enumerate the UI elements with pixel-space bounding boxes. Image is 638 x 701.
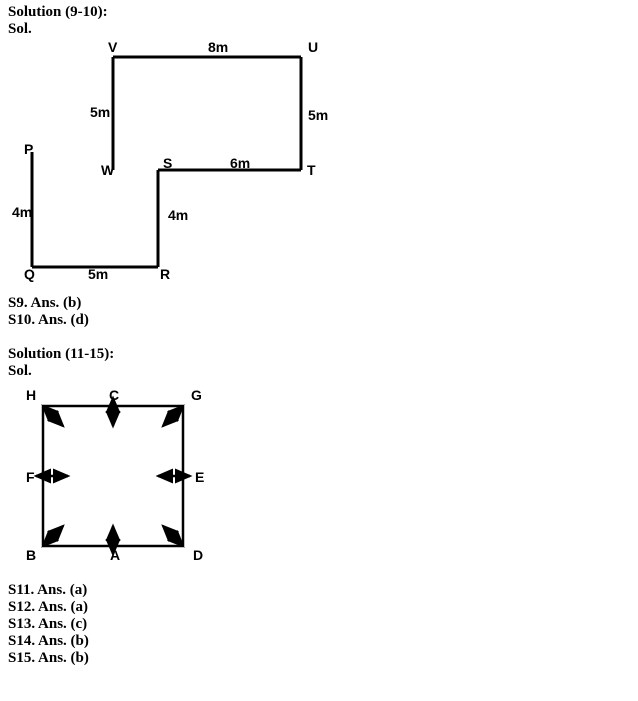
answer-s12: S12. Ans. (a) — [8, 599, 630, 616]
answer-s15: S15. Ans. (b) — [8, 650, 630, 667]
diagram-9-10: 8m 5m 6m 5m 4m 4m 5m V U T S W P Q R — [8, 42, 630, 287]
diagram-11-15: H G B D C A F E — [8, 384, 630, 574]
svg-text:A: A — [110, 547, 120, 563]
svg-text:Q: Q — [24, 266, 35, 282]
svg-text:5m: 5m — [90, 104, 110, 120]
svg-text:5m: 5m — [88, 266, 108, 282]
answer-s9: S9. Ans. (b) — [8, 295, 630, 312]
solution-9-10-heading: Solution (9-10): — [8, 4, 630, 21]
svg-text:R: R — [160, 266, 170, 282]
svg-text:G: G — [191, 387, 202, 403]
svg-text:P: P — [24, 141, 33, 157]
svg-text:E: E — [195, 469, 204, 485]
svg-text:6m: 6m — [230, 155, 250, 171]
solution-11-15-heading: Solution (11-15): — [8, 346, 630, 363]
svg-text:T: T — [307, 162, 316, 178]
svg-text:H: H — [26, 387, 36, 403]
svg-text:C: C — [109, 387, 119, 403]
svg-text:F: F — [26, 469, 35, 485]
svg-text:W: W — [101, 162, 115, 178]
svg-text:D: D — [193, 547, 203, 563]
svg-text:V: V — [108, 42, 118, 55]
answer-s10: S10. Ans. (d) — [8, 312, 630, 329]
svg-text:U: U — [308, 42, 318, 55]
sol-label-2: Sol. — [8, 363, 630, 380]
answer-s14: S14. Ans. (b) — [8, 633, 630, 650]
svg-text:8m: 8m — [208, 42, 228, 55]
sol-label-1: Sol. — [8, 21, 630, 38]
svg-text:5m: 5m — [308, 107, 328, 123]
svg-text:B: B — [26, 547, 36, 563]
answer-s13: S13. Ans. (c) — [8, 616, 630, 633]
svg-text:4m: 4m — [168, 207, 188, 223]
svg-text:S: S — [163, 155, 172, 171]
svg-text:4m: 4m — [12, 204, 32, 220]
answer-s11: S11. Ans. (a) — [8, 582, 630, 599]
